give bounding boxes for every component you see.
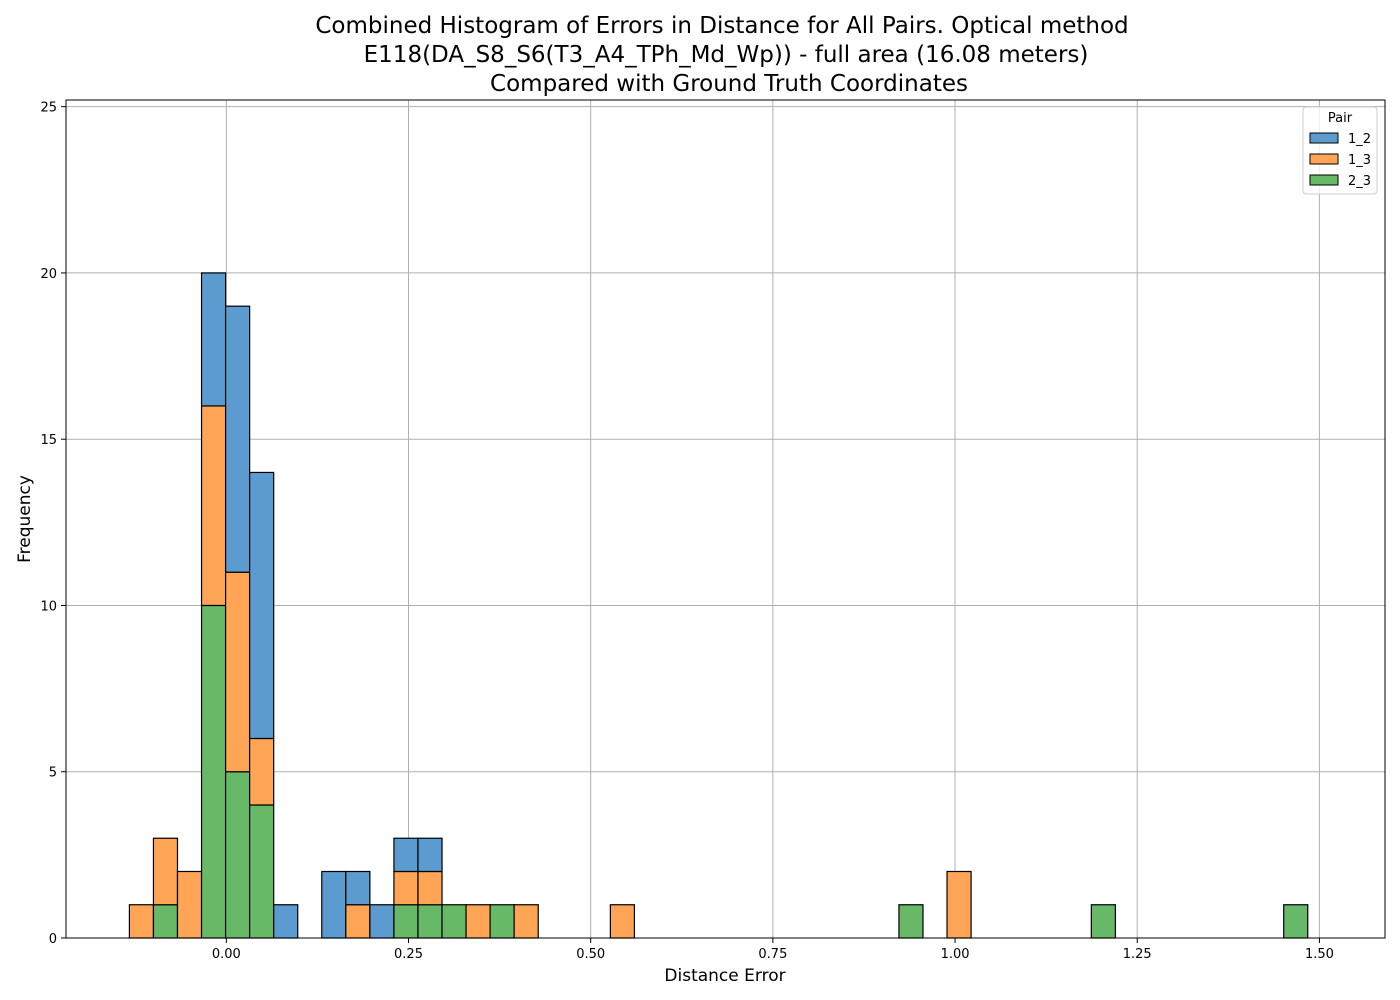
bar-1_3-bin-11: [393, 870, 419, 906]
x-tick-label: 1.25: [1123, 947, 1152, 962]
x-tick-label: 0.00: [212, 947, 241, 962]
bar-1_2-bin-4: [224, 305, 251, 573]
bar-2_3-bin-4: [224, 771, 251, 939]
legend-title: Pair: [1328, 111, 1353, 126]
bar-2_3-bin-13: [441, 904, 467, 939]
legend-label-2_3: 2_3: [1348, 174, 1371, 189]
x-tick-label: 0.50: [576, 947, 605, 962]
bar-1_3-bin-0: [128, 904, 155, 939]
grid: [66, 100, 1385, 939]
y-tick-label: 15: [40, 433, 57, 448]
chart-title: Combined Histogram of Errors in Distance…: [315, 13, 1128, 97]
y-tick-label: 5: [49, 766, 57, 781]
y-axis: 0 5 10 15 20 25: [40, 101, 66, 947]
bar-1_3-bin-5: [249, 737, 275, 806]
x-tick-label: 0.25: [394, 947, 423, 962]
bar-1_3-bin-3: [200, 405, 227, 607]
bar-1_3-bin-14: [465, 904, 491, 939]
bar-1_3-bin-12: [417, 870, 443, 906]
bar-2_3-bin-11: [393, 904, 419, 939]
bar-2_3-bin-12: [417, 904, 443, 939]
x-tick-label: 1.00: [941, 947, 970, 962]
bar-1_2-bin-10: [369, 904, 395, 939]
bar-2_3-bin-15: [489, 904, 515, 939]
bar-1_3-bin-16: [513, 904, 539, 939]
bar-1_2-bin-5: [249, 471, 275, 740]
bar-1_2-bin-6: [273, 904, 299, 939]
bar-1_3-bin-2: [176, 870, 203, 939]
bar-1_2-bin-8: [321, 870, 347, 939]
bar-2_3-bin-3: [200, 604, 227, 939]
bar-2_3-bin-40: [1090, 904, 1116, 939]
legend-swatch-1_2: [1309, 132, 1339, 144]
bar-2_3-bin-5: [249, 804, 275, 939]
legend: Pair 1_2 1_3 2_3: [1302, 106, 1378, 195]
bar-1_2-bin-11: [393, 837, 419, 873]
plot-frame: [65, 99, 1386, 939]
legend-swatch-2_3: [1309, 174, 1339, 186]
bar-1_3-bin-1: [152, 837, 179, 906]
bar-1_2-bin-3: [200, 272, 227, 407]
y-axis-label: Frequency: [15, 475, 35, 563]
legend-frame: [1302, 106, 1378, 195]
y-tick-label: 10: [40, 599, 57, 614]
legend-label-1_2: 1_2: [1348, 132, 1371, 147]
x-axis-label: Distance Error: [664, 966, 785, 986]
chart-title-line-1: Combined Histogram of Errors in Distance…: [315, 13, 1128, 39]
x-tick-label: 1.50: [1305, 947, 1334, 962]
bar-2_3-bin-1: [152, 904, 179, 939]
bar-1_2-bin-12: [417, 837, 443, 873]
bar-2_3-bin-48: [1283, 904, 1309, 939]
chart-title-line-3: Compared with Ground Truth Coordinates: [490, 71, 968, 97]
bar-1_3-bin-9: [345, 904, 371, 939]
bar-2_3-bin-32: [898, 904, 924, 939]
bar-1_3-bin-34: [946, 870, 972, 939]
bar-1_2-bin-9: [345, 870, 371, 906]
legend-label-1_3: 1_3: [1348, 153, 1371, 168]
legend-swatch-1_3: [1309, 153, 1339, 165]
bar-1_3-bin-4: [224, 571, 251, 773]
x-axis: 0.00 0.25 0.50 0.75 1.00 1.25 1.50: [212, 938, 1334, 962]
y-tick-label: 20: [40, 267, 57, 282]
x-tick-label: 0.75: [758, 947, 787, 962]
y-tick-label: 25: [40, 101, 57, 116]
chart-title-line-2: E118(DA_S8_S6(T3_A4_TPh_Md_Wp)) - full a…: [364, 42, 1089, 68]
y-tick-label: 0: [49, 932, 57, 947]
bars: [128, 272, 1309, 939]
bar-1_3-bin-20: [609, 904, 636, 939]
